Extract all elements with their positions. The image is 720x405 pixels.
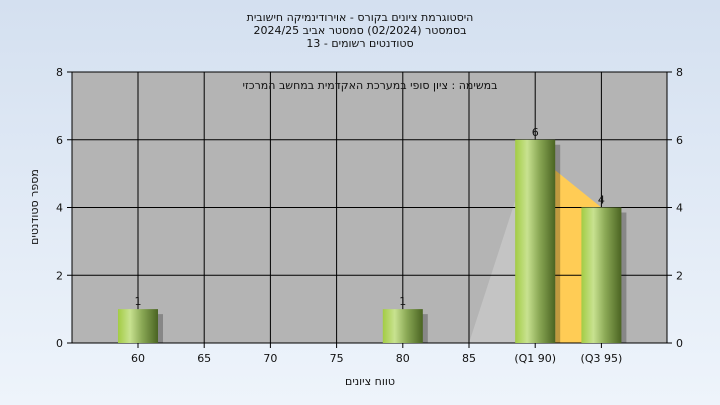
- y-tick-label-right: 8: [676, 66, 683, 79]
- y-tick-label: 4: [56, 202, 63, 215]
- title-line-2: בסמסטר (02/2024) סמסטר אביב 2024/25: [253, 24, 467, 37]
- chart-subtitle: במשימה : ציון סופי במערכת האקדמית במחשב …: [243, 79, 498, 92]
- data-label: 1: [399, 295, 406, 308]
- x-tick-label: 85: [462, 352, 476, 365]
- y-tick-label: 8: [56, 66, 63, 79]
- x-tick-label: (Q3 95): [581, 352, 623, 365]
- y-tick-label: 0: [56, 337, 63, 350]
- x-tick-label: (Q1 90): [514, 352, 556, 365]
- x-tick-label: 75: [330, 352, 344, 365]
- bar: [515, 139, 556, 343]
- x-tick-label: 60: [131, 352, 145, 365]
- y-tick-label: 6: [56, 134, 63, 147]
- data-label: 6: [532, 126, 539, 139]
- bar: [118, 309, 158, 343]
- bar: [581, 207, 622, 343]
- x-axis-label: טווח ציונים: [345, 375, 395, 388]
- y-axis-label: מספר סטודנטים: [28, 169, 41, 245]
- title-line-3: סטודנטים רשומים - 13: [306, 37, 414, 50]
- y-tick-label-right: 4: [676, 202, 683, 215]
- y-tick-label: 2: [56, 269, 63, 282]
- x-tick-label: 70: [263, 352, 277, 365]
- data-label: 4: [598, 194, 605, 207]
- chart-title: היסטוגרמת ציונים בקורס - אוירודינמיקה חי…: [0, 11, 720, 50]
- bar: [382, 309, 423, 343]
- title-line-1: היסטוגרמת ציונים בקורס - אוירודינמיקה חי…: [246, 11, 474, 24]
- y-tick-label-right: 0: [676, 337, 683, 350]
- y-tick-label-right: 6: [676, 134, 683, 147]
- x-tick-label: 65: [197, 352, 211, 365]
- data-label: 1: [135, 295, 142, 308]
- x-tick-label: 80: [396, 352, 410, 365]
- q1-area: [469, 200, 516, 343]
- y-tick-label-right: 2: [676, 269, 683, 282]
